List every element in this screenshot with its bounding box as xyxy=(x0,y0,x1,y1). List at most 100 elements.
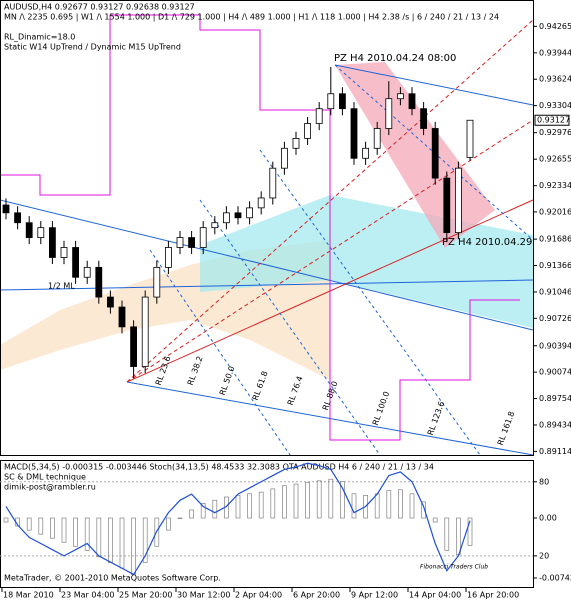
candle-body xyxy=(83,266,91,278)
annotation: dimik-post@rambler.ru xyxy=(4,483,96,492)
macd-bar xyxy=(38,517,44,535)
candle-body xyxy=(234,212,242,219)
rl-line xyxy=(149,249,291,456)
macd-bar xyxy=(61,517,67,543)
subtitle: RL_Dinamic=18.0 xyxy=(4,33,75,42)
candle-body xyxy=(327,93,335,110)
macd-bar xyxy=(177,517,183,519)
candle-body xyxy=(420,108,428,129)
panel-title: MACD(5,34,5) -0.000315 -0.003446 Stoch(3… xyxy=(4,463,434,472)
candle-body xyxy=(454,167,462,234)
x-tick-label: 14 Apr 04:00 xyxy=(409,591,461,600)
candle-body xyxy=(130,326,138,367)
price-tag-label: 0.93127 xyxy=(537,116,570,125)
y-tick-label: 0.93304 xyxy=(539,101,571,110)
candle-body xyxy=(72,247,79,278)
candle-body xyxy=(153,266,161,298)
candle-body xyxy=(188,237,196,248)
y-tick-label: 0.92655 xyxy=(539,155,571,164)
macd-bar xyxy=(305,482,310,519)
y-tick-label: 0.92334 xyxy=(539,181,571,190)
candle-body xyxy=(257,197,265,209)
annotation: 1/2 ML xyxy=(48,282,75,291)
candle-body xyxy=(385,98,393,129)
candle-body xyxy=(304,123,312,139)
annotation: PZ H4 2010.04.24 08:00 xyxy=(334,53,456,64)
y-tick-label: 0.91046 xyxy=(539,287,571,296)
candle-body xyxy=(269,167,277,199)
macd-bar xyxy=(363,495,368,519)
macd-bar xyxy=(432,517,438,523)
candle-body xyxy=(14,212,22,224)
candle-body xyxy=(350,108,358,159)
y-tick-label: 0.89754 xyxy=(539,394,571,403)
macd-bar xyxy=(444,517,450,551)
macd-bar xyxy=(3,517,9,523)
macd-bar xyxy=(50,517,55,539)
annotation: SC & DML technique xyxy=(4,473,86,482)
macd-bar xyxy=(282,485,287,519)
y-tick-label: 0.94265 xyxy=(539,22,571,31)
candle-body xyxy=(431,128,439,179)
macd-bar xyxy=(96,517,102,558)
x-tick-label: 2 Apr 04:00 xyxy=(235,591,282,600)
candle-body xyxy=(25,222,33,238)
y-tick-label: 0.92976 xyxy=(539,128,571,137)
candle-body xyxy=(443,177,451,234)
channel-line xyxy=(0,279,534,291)
subtitle: Static W14 UpTrend / Dynamic M15 UpTrend xyxy=(4,43,181,52)
candle-body xyxy=(211,222,219,229)
y-tick-label: 0.93944 xyxy=(539,48,571,57)
annotation: PZ H4 2010.04.29 xyxy=(442,237,532,248)
y-tick-label: 0.89114 xyxy=(539,447,571,456)
x-tick-label: 23 Mar 04:00 xyxy=(61,591,114,600)
channel-line xyxy=(0,199,534,331)
plot-frame xyxy=(0,0,534,456)
macd-bar xyxy=(166,517,171,531)
subtitle: MN /\ 2235 0.695 | W1 /\ 1554 1.000 | D1… xyxy=(4,13,499,22)
y-tick-label: 0.91366 xyxy=(539,261,571,270)
candle-body xyxy=(176,237,184,248)
candle-body xyxy=(2,204,10,214)
candle-body xyxy=(60,247,68,258)
macd-bar xyxy=(142,517,148,563)
y-tick-label: 0.90074 xyxy=(539,368,571,377)
candle-body xyxy=(95,266,103,298)
x-tick-label: 30 Mar 12:00 xyxy=(177,591,230,600)
candle-body xyxy=(49,227,56,258)
candle-body xyxy=(118,306,126,328)
macd-bar xyxy=(328,478,334,519)
macd-bar xyxy=(212,499,218,519)
annotation: Fibonacci Traders Club xyxy=(420,564,488,571)
macd-bar xyxy=(154,517,160,547)
macd-bar xyxy=(26,517,32,531)
macd-bar xyxy=(200,503,206,519)
candle-body xyxy=(222,212,230,224)
candle-body xyxy=(408,93,416,110)
macd-bar xyxy=(398,489,403,519)
candle-body xyxy=(107,296,114,308)
y-tick-label: 0.89434 xyxy=(539,420,571,429)
y-tick-label: 0.92016 xyxy=(539,207,571,216)
macd-bar xyxy=(270,488,276,519)
macd-bar xyxy=(467,517,473,546)
price-tag xyxy=(534,114,570,126)
macd-bar xyxy=(258,491,264,519)
macd-bar xyxy=(247,493,252,519)
x-tick-label: 16 Apr 20:00 xyxy=(467,591,519,600)
y2-tick-label: 0.00 xyxy=(539,514,557,523)
macd-bar xyxy=(84,517,90,551)
panel-frame xyxy=(0,460,534,588)
rl-line xyxy=(199,199,381,456)
rl-line xyxy=(259,149,481,456)
candle-body xyxy=(164,247,172,268)
macd-bar xyxy=(293,483,299,519)
x-tick-label: 6 Apr 20:00 xyxy=(293,591,340,600)
channel-line xyxy=(334,64,534,106)
stoch-line xyxy=(5,462,471,576)
y-tick-label: 20 xyxy=(539,551,549,560)
y-tick-label: 0.90394 xyxy=(539,341,571,350)
candle-body xyxy=(292,137,300,149)
macd-bar xyxy=(340,481,345,519)
